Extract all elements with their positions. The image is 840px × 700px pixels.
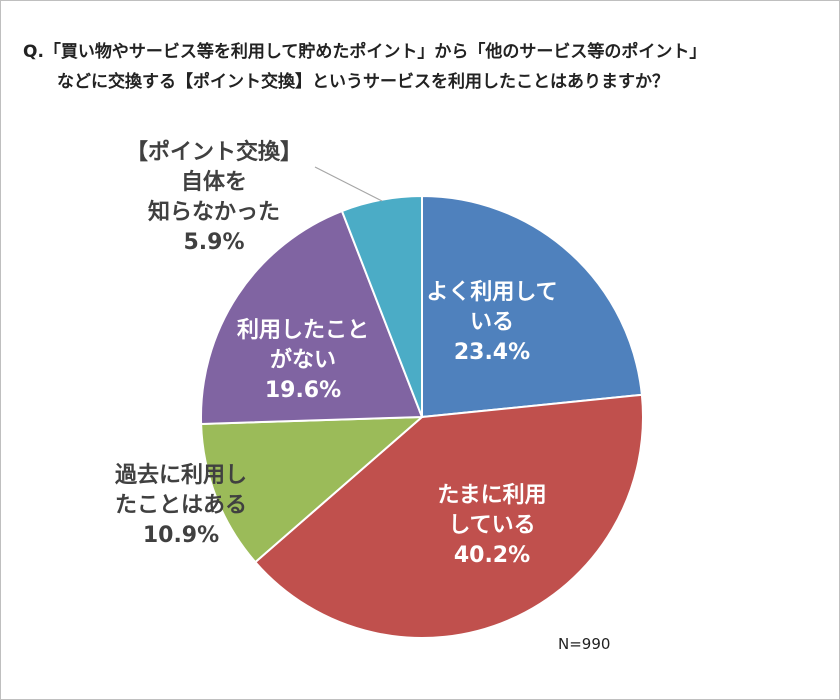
pie-slice-4 (340, 194, 423, 418)
sample-size-note: N=990 (558, 635, 611, 653)
pie-slice-0 (421, 194, 643, 419)
data-label-used-before: 過去に利用し たことはある 10.9% (114, 463, 248, 548)
data-label-never-used: 利用したこと がない 19.6% (236, 318, 370, 403)
pie-slice-1 (253, 393, 644, 639)
pie-slice-3 (200, 209, 424, 425)
chart-title-line-2: などに交換する【ポイント交換】というサービスを利用したことはありますか？ (57, 72, 669, 92)
pie-slice-2 (200, 415, 425, 564)
leader-line (314, 166, 383, 202)
data-label-didnt-know: 【ポイント交換】 自体を 知らなかった 5.9% (125, 140, 303, 255)
data-label-sometimes: たまに利用 している 40.2% (437, 483, 547, 568)
data-label-often: よく利用して いる 23.4% (426, 280, 558, 365)
chart-title-line-1: Q.「買い物やサービス等を利用して貯めたポイント」から「他のサービス等のポイント… (23, 42, 707, 62)
